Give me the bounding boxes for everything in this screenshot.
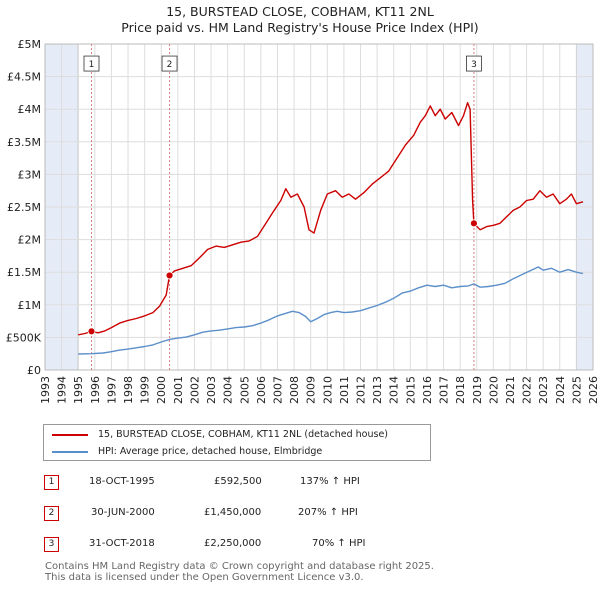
x-tick-label: 2017 bbox=[438, 376, 451, 404]
y-tick-label: £4M bbox=[18, 103, 42, 116]
x-tick-label: 2002 bbox=[188, 376, 201, 404]
x-tick-label: 2026 bbox=[587, 376, 600, 404]
y-tick-label: £3M bbox=[18, 168, 42, 181]
y-tick-label: £5M bbox=[18, 38, 42, 51]
transaction-price: £1,450,000 bbox=[204, 507, 262, 518]
series-lines bbox=[78, 102, 584, 355]
transaction-hpi-change: 137% ↑ HPI bbox=[300, 476, 360, 487]
legend-swatch-hpi bbox=[52, 451, 88, 453]
x-tick-label: 2018 bbox=[454, 376, 467, 404]
x-tick-label: 1995 bbox=[72, 376, 85, 404]
x-tick-label: 2016 bbox=[421, 376, 434, 404]
marker-point bbox=[470, 219, 478, 228]
x-tick-label: 2001 bbox=[172, 376, 185, 404]
transaction-price: £592,500 bbox=[214, 476, 262, 487]
x-tick-label: 2004 bbox=[222, 376, 235, 404]
hpi-line bbox=[78, 266, 584, 355]
x-tick-label: 2009 bbox=[305, 376, 318, 404]
y-tick-label: £500K bbox=[6, 331, 42, 344]
marker-point bbox=[87, 327, 96, 336]
x-tick-label: 1998 bbox=[122, 376, 135, 404]
marker-label-number: 2 bbox=[167, 60, 173, 70]
x-tick-label: 2012 bbox=[355, 376, 368, 404]
x-tick-label: 2022 bbox=[521, 376, 534, 404]
legend-label-property: 15, BURSTEAD CLOSE, COBHAM, KT11 2NL (de… bbox=[98, 429, 389, 440]
x-tick-label: 2020 bbox=[487, 376, 500, 404]
transaction-markers: 1 2 3 bbox=[83, 55, 482, 336]
x-tick-label: 2003 bbox=[205, 376, 218, 404]
transaction-number-badge: 3 bbox=[44, 537, 59, 552]
x-tick-label: 2010 bbox=[321, 376, 334, 404]
x-tick-label: 2007 bbox=[271, 376, 284, 404]
footer-copyright: Contains HM Land Registry data © Crown c… bbox=[45, 561, 434, 572]
x-tick-label: 2015 bbox=[404, 376, 417, 404]
legend-label-hpi: HPI: Average price, detached house, Elmb… bbox=[98, 446, 323, 457]
gridlines bbox=[44, 43, 594, 371]
x-tick-label: 2006 bbox=[255, 376, 268, 404]
transaction-hpi-change: 70% ↑ HPI bbox=[312, 538, 366, 549]
y-tick-label: £2.5M bbox=[7, 201, 41, 214]
y-tick-label: £0 bbox=[27, 364, 41, 377]
x-tick-label: 2023 bbox=[537, 376, 550, 404]
x-tick-label: 2011 bbox=[338, 376, 351, 404]
axis-labels: £0 £500K £1M £1.5M £2M £2.5M £3M £3.5M £4M £4.5M £… bbox=[6, 38, 600, 404]
property-price-line bbox=[78, 102, 584, 336]
x-tick-label: 2013 bbox=[371, 376, 384, 404]
x-tick-label: 1993 bbox=[39, 376, 52, 404]
x-tick-label: 2021 bbox=[504, 376, 517, 404]
transaction-date: 31-OCT-2018 bbox=[89, 538, 155, 549]
x-tick-label: 2005 bbox=[238, 376, 251, 404]
transaction-number-badge: 1 bbox=[44, 475, 59, 490]
x-tick-label: 2025 bbox=[570, 376, 583, 404]
y-tick-label: £4.5M bbox=[7, 71, 41, 84]
y-tick-label: £2M bbox=[18, 234, 42, 247]
marker-label-box bbox=[466, 55, 482, 72]
x-tick-label: 2008 bbox=[288, 376, 301, 404]
price-chart: 1 2 3 £0 £500K £1M £1.5M £2M £2.5M £3M £3.5M £4M £4… bbox=[6, 38, 600, 404]
x-tick-label: 1994 bbox=[56, 376, 69, 404]
marker-label-box bbox=[83, 55, 100, 72]
x-tick-label: 2019 bbox=[471, 376, 484, 404]
footer-licence: This data is licensed under the Open Gov… bbox=[45, 572, 364, 583]
legend: 15, BURSTEAD CLOSE, COBHAM, KT11 2NL (de… bbox=[43, 424, 431, 461]
marker-point bbox=[165, 271, 174, 280]
marker-label-number: 1 bbox=[89, 60, 95, 70]
transaction-price: £2,250,000 bbox=[204, 538, 262, 549]
chart-title: 15, BURSTEAD CLOSE, COBHAM, KT11 2NL bbox=[166, 4, 434, 19]
y-tick-label: £1.5M bbox=[7, 266, 41, 279]
y-tick-label: £3.5M bbox=[7, 136, 41, 149]
marker-label-box bbox=[161, 55, 178, 72]
x-tick-label: 2000 bbox=[155, 376, 168, 404]
x-tick-label: 2014 bbox=[388, 376, 401, 404]
x-tick-label: 1997 bbox=[105, 376, 118, 404]
x-tick-label: 1996 bbox=[89, 376, 102, 404]
chart-subtitle: Price paid vs. HM Land Registry's House … bbox=[121, 20, 479, 35]
transaction-date: 30-JUN-2000 bbox=[91, 507, 155, 518]
transaction-number-badge: 2 bbox=[44, 506, 59, 521]
y-tick-label: £1M bbox=[18, 299, 42, 312]
x-tick-label: 1999 bbox=[139, 376, 152, 404]
legend-swatch-property bbox=[52, 434, 88, 436]
marker-label-number: 3 bbox=[471, 60, 477, 70]
plot-frame bbox=[44, 43, 594, 371]
x-tick-label: 2024 bbox=[554, 376, 567, 404]
transaction-date: 18-OCT-1995 bbox=[89, 476, 155, 487]
transaction-hpi-change: 207% ↑ HPI bbox=[298, 507, 358, 518]
